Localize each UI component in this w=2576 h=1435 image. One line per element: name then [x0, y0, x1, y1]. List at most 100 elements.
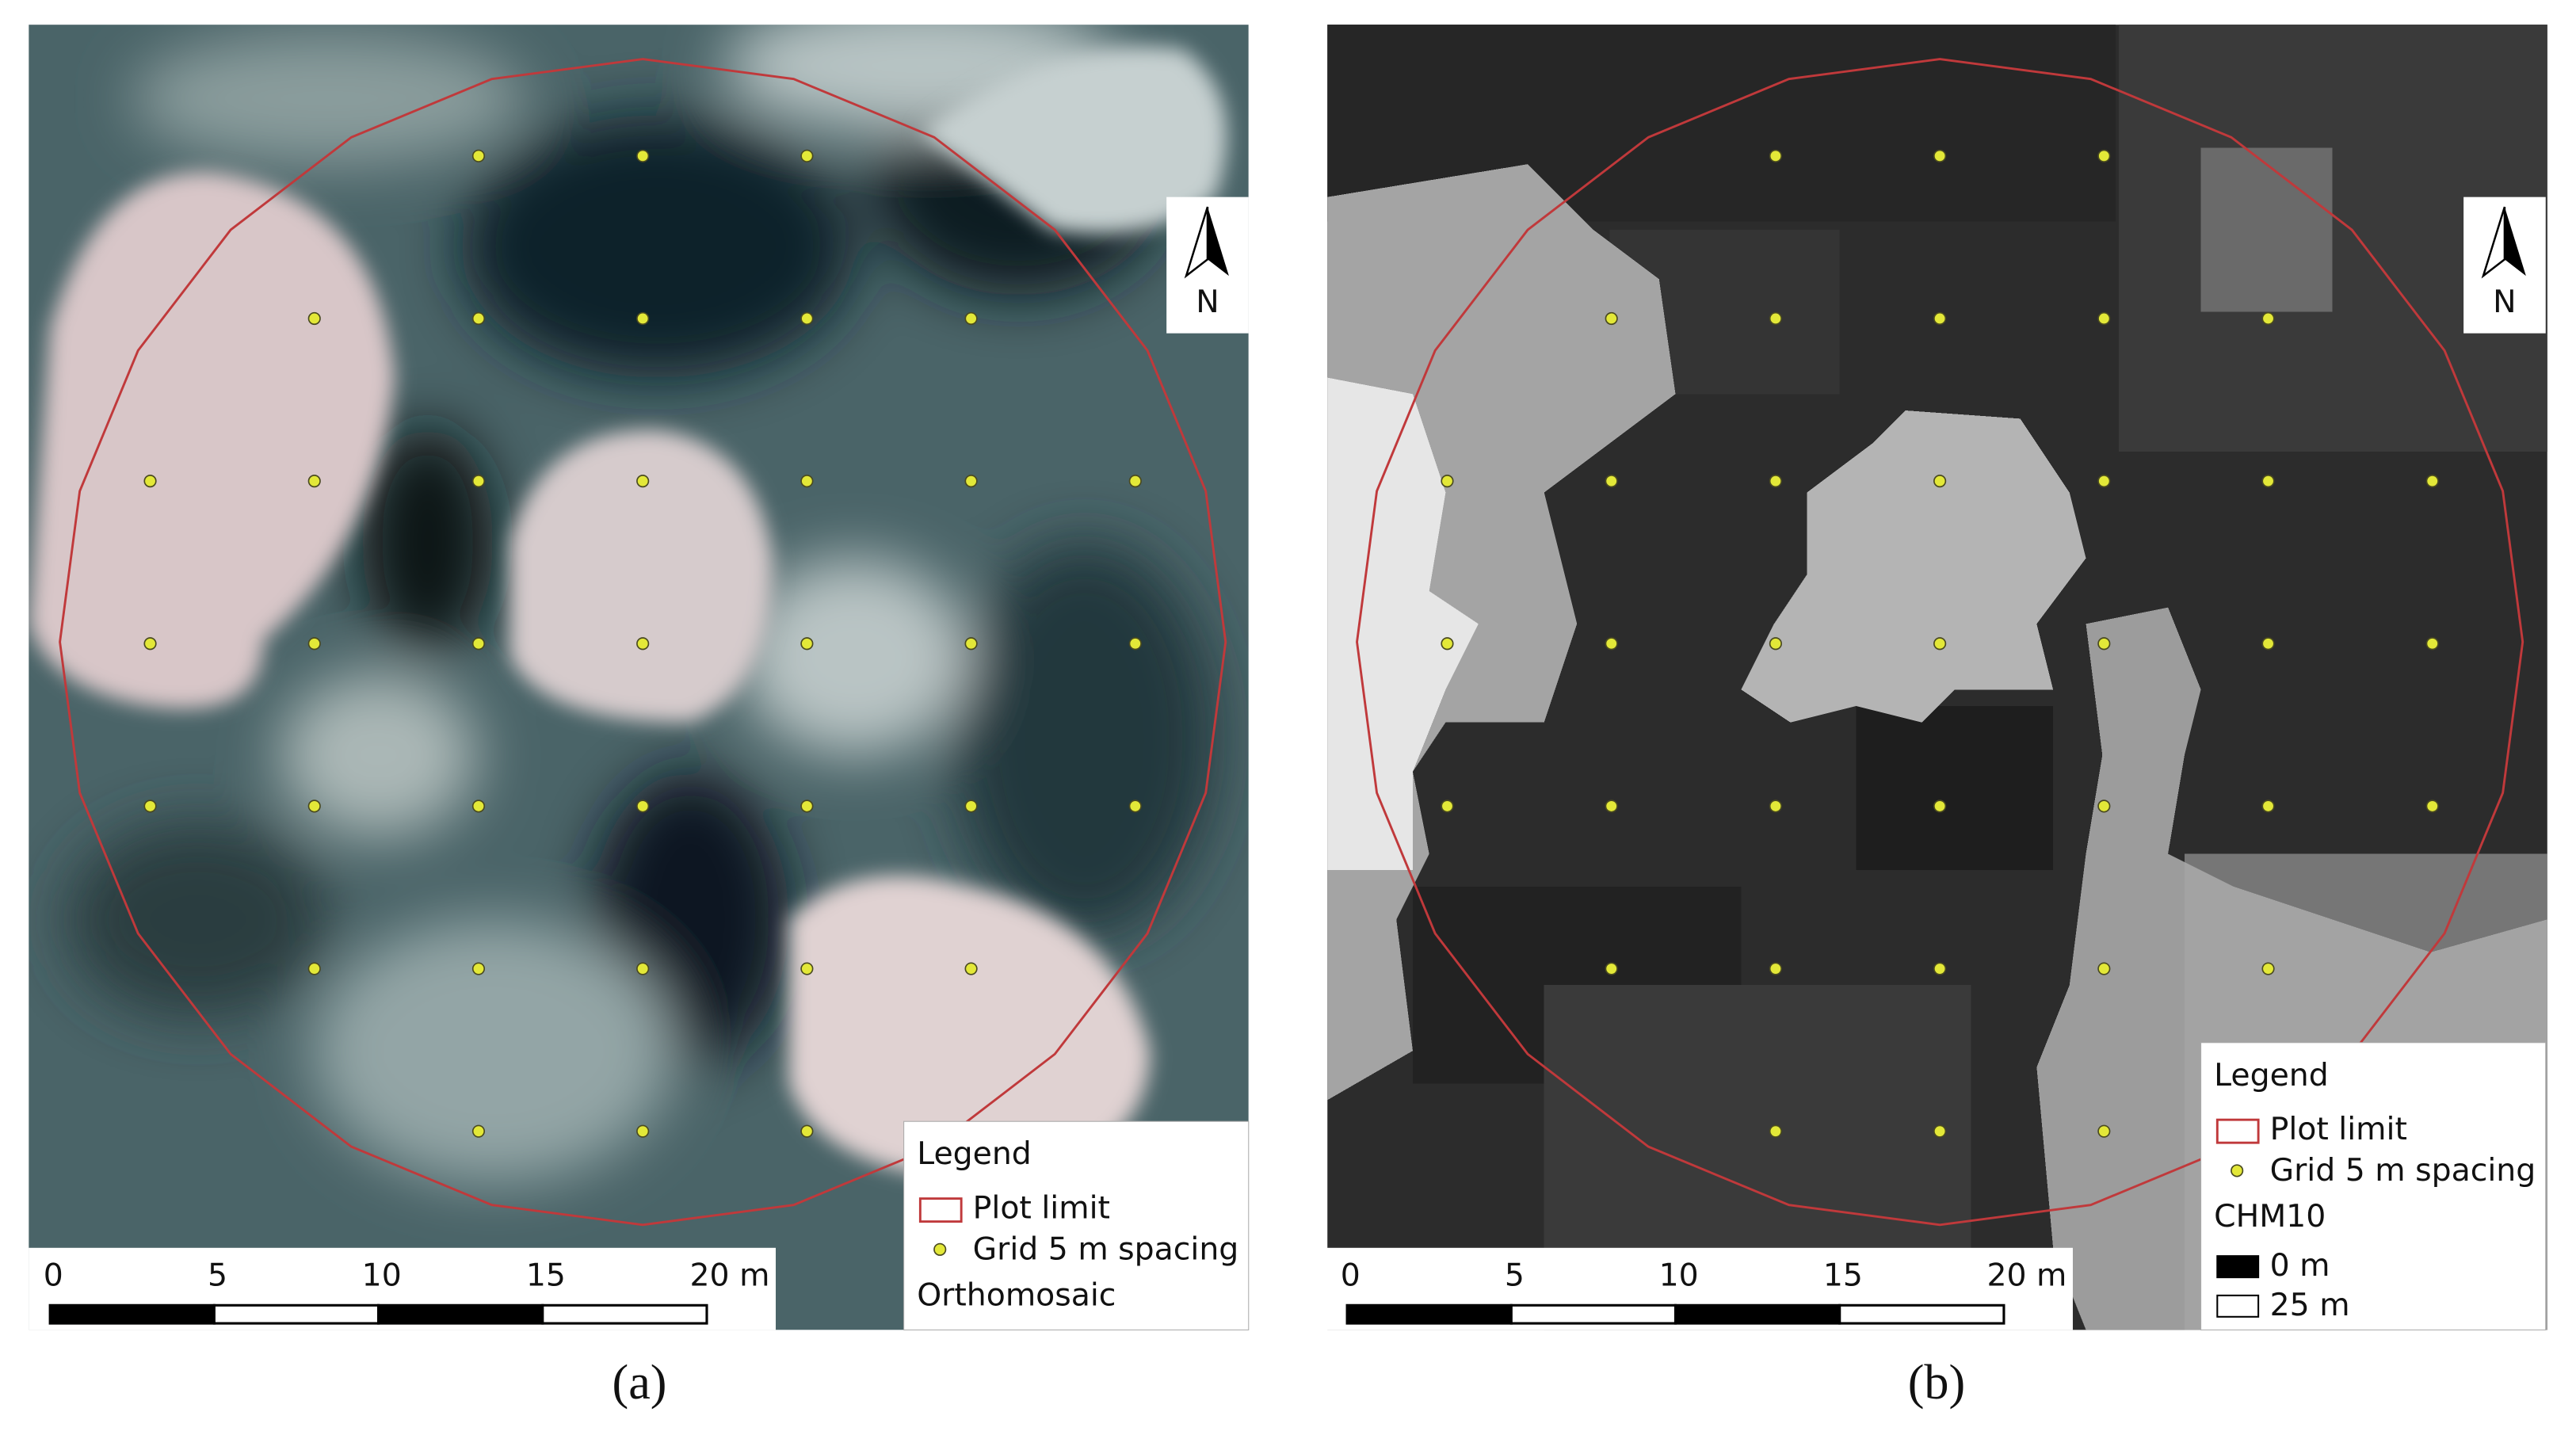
panels: N 0 5 10 15 20 m Legend Plot limit Grid 5 m spac…	[29, 58, 2547, 1410]
grid-point	[800, 1124, 814, 1138]
legend-swatch	[933, 1242, 947, 1256]
grid-point	[1441, 475, 1454, 488]
grid-point	[1605, 637, 1618, 651]
grid-point	[800, 149, 814, 162]
legend-ramp-label: 0 m	[2270, 1247, 2330, 1284]
grid-point	[964, 800, 978, 813]
legend-item: Plot limit	[973, 1190, 1110, 1227]
legend-swatch	[2216, 1294, 2260, 1318]
scale-label: 20 m	[690, 1258, 770, 1294]
scale-label: 0	[1341, 1258, 1361, 1294]
grid-point	[636, 637, 650, 651]
grid-point	[800, 800, 814, 813]
grid-point	[1933, 962, 1947, 975]
grid-point	[2261, 637, 2275, 651]
grid-point	[2097, 637, 2111, 651]
grid-point	[1128, 637, 1142, 651]
legend-box	[903, 1120, 1250, 1330]
grid-point	[1605, 311, 1618, 326]
scale-label: 10	[1659, 1258, 1699, 1294]
grid-point	[1769, 311, 1782, 326]
legend-title: Legend	[2214, 1057, 2329, 1093]
scale-segment	[48, 1303, 216, 1325]
grid-point	[964, 475, 978, 488]
legend-box	[2200, 1042, 2547, 1330]
grid-point	[2425, 800, 2439, 813]
grid-point	[2261, 311, 2275, 326]
grid-point	[636, 475, 650, 488]
grid-point	[2425, 475, 2439, 488]
grid-point	[964, 962, 978, 975]
scale-segment	[1509, 1303, 1677, 1325]
orthomosaic-image	[29, 25, 1249, 1330]
grid-point	[2261, 962, 2275, 975]
scale-segment	[1673, 1303, 1841, 1325]
grid-point	[2097, 149, 2111, 162]
grid-point	[2097, 962, 2111, 975]
grid-point	[800, 311, 814, 326]
grid-point	[143, 637, 157, 651]
scale-segment	[212, 1303, 380, 1325]
grid-point	[1769, 1124, 1782, 1138]
grid-point	[471, 311, 486, 326]
grid-point	[964, 311, 978, 326]
grid-point	[1769, 149, 1782, 162]
grid-point	[2261, 800, 2275, 813]
grid-point	[1933, 1124, 1947, 1138]
scale-label: 0	[44, 1258, 63, 1294]
grid-point	[2097, 1124, 2111, 1138]
grid-point	[307, 311, 321, 326]
grid-point	[1605, 962, 1618, 975]
grid-point	[471, 149, 486, 162]
panel-caption: (b)	[1908, 1356, 1965, 1410]
legend-item: Grid 5 m spacing	[2270, 1152, 2536, 1189]
scale-label: 20 m	[1986, 1258, 2067, 1294]
legend-ramp-label: 25 m	[2270, 1287, 2350, 1323]
grid-point	[307, 475, 321, 488]
plot-limit	[1356, 58, 2524, 1227]
grid-point	[636, 962, 650, 975]
grid-point	[1769, 800, 1782, 813]
grid-point	[1933, 800, 1947, 813]
grid-point	[307, 637, 321, 651]
grid-point	[307, 962, 321, 975]
grid-point	[143, 800, 157, 813]
plot-limit	[59, 58, 1227, 1227]
grid-point	[636, 1124, 650, 1138]
grid-point	[307, 800, 321, 813]
map-panel: N 0 5 10 15 20 m Legend Plot limit Grid 5 m spac…	[1326, 58, 2547, 1410]
grid-point	[1933, 475, 1947, 488]
legend-item: Grid 5 m spacing	[973, 1231, 1239, 1267]
grid-point	[1128, 800, 1142, 813]
north-label: N	[2493, 284, 2516, 320]
grid-point	[2261, 475, 2275, 488]
grid-point	[1605, 800, 1618, 813]
grid-point	[1769, 475, 1782, 488]
scale-label: 15	[526, 1258, 566, 1294]
scale-label: 5	[1505, 1258, 1525, 1294]
scale-segment	[1345, 1303, 1513, 1325]
grid-point	[636, 800, 650, 813]
grid-point	[800, 962, 814, 975]
legend-title: Legend	[917, 1135, 1032, 1172]
scale-segment	[541, 1303, 708, 1325]
grid-point	[1441, 637, 1454, 651]
scale-segment	[377, 1303, 544, 1325]
grid-point	[800, 637, 814, 651]
scale-label: 10	[362, 1258, 402, 1294]
grid-point	[471, 800, 486, 813]
grid-point	[471, 637, 486, 651]
legend-item: Plot limit	[2270, 1111, 2407, 1147]
north-arrow	[1207, 207, 1229, 277]
grid-point	[1933, 311, 1947, 326]
scale-label: 5	[208, 1258, 227, 1294]
scale-label: 15	[1823, 1258, 1863, 1294]
map-panel: N 0 5 10 15 20 m Legend Plot limit Grid 5 m spac…	[29, 58, 1250, 1410]
grid-point	[471, 962, 486, 975]
grid-point	[1441, 800, 1454, 813]
grid-point	[964, 637, 978, 651]
scale-segment	[1838, 1303, 2005, 1325]
legend-swatch	[918, 1197, 963, 1223]
